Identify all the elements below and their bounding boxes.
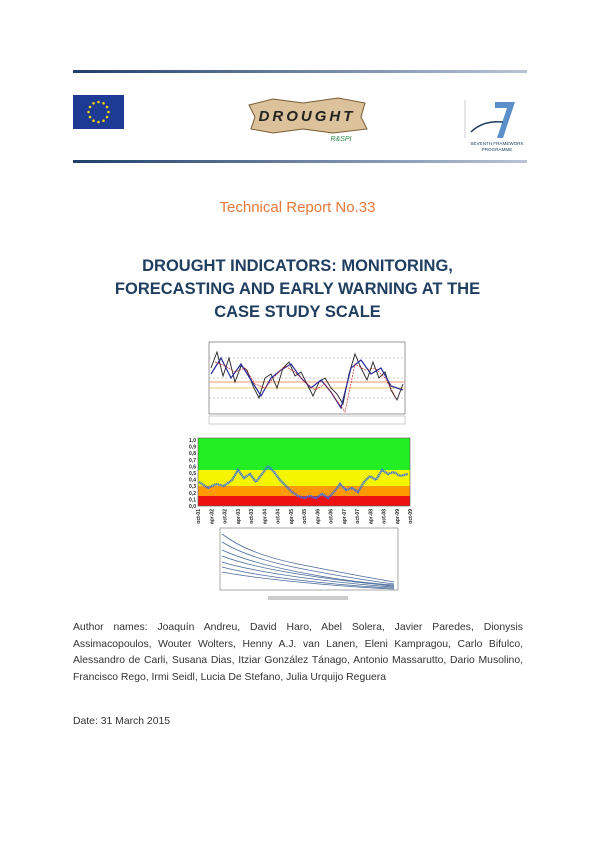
figure-top xyxy=(208,341,406,425)
y-tick-label: 0,2 xyxy=(189,491,196,497)
x-tick-label: apr-04 xyxy=(262,509,268,524)
x-tick-label: oct-05 xyxy=(302,509,308,524)
x-tick-label: apr-02 xyxy=(209,509,215,524)
header-rule xyxy=(73,160,527,163)
x-tick-label: oct-02 xyxy=(223,509,229,524)
y-tick-label: 0,7 xyxy=(189,458,196,464)
authors: Author names: Joaquín Andreu, David Haro… xyxy=(73,622,523,683)
y-tick-label: 1,0 xyxy=(189,438,196,444)
logo-subtext: R&SPI xyxy=(330,136,351,143)
y-tick-label: 0,8 xyxy=(189,451,196,457)
x-tick-label: oct-06 xyxy=(329,509,335,524)
x-tick-label: apr-09 xyxy=(395,509,401,524)
report-number: Technical Report No.33 xyxy=(219,199,376,216)
figure-bottom xyxy=(219,527,399,600)
x-tick-label: oct-03 xyxy=(249,509,255,524)
x-tick-label: oct-09 xyxy=(408,509,412,524)
y-tick-label: 0,9 xyxy=(189,445,196,451)
report-title: DROUGHT INDICATORS: MONITORING, FORECAST… xyxy=(0,255,595,324)
drought-logo: DROUGHT R&SPI xyxy=(248,97,368,143)
y-tick-label: 0,0 xyxy=(189,504,196,510)
x-tick-label: apr-03 xyxy=(236,509,242,524)
programme-line: PROGRAMME xyxy=(482,147,513,152)
x-tick-label: oct-04 xyxy=(276,509,282,524)
logo-text: DROUGHT xyxy=(259,108,356,125)
x-axis-labels: oct-01 apr-02 oct-02 apr-03 oct-03 apr-04 oct-… xyxy=(196,509,412,524)
x-tick-label: apr-07 xyxy=(342,509,348,524)
y-tick-label: 0,5 xyxy=(189,471,196,477)
fp7-logo: SEVENTH FRAMEWORK PROGRAMME xyxy=(464,100,525,152)
eu-flag xyxy=(73,95,124,129)
x-tick-label: oct-01 xyxy=(196,509,202,524)
programme-line: SEVENTH FRAMEWORK xyxy=(470,141,524,146)
x-tick-label: apr-05 xyxy=(289,509,295,524)
y-tick-label: 0,1 xyxy=(189,497,196,503)
y-tick-label: 0,3 xyxy=(189,484,196,490)
y-tick-label: 0,6 xyxy=(189,464,196,470)
title-line: FORECASTING AND EARLY WARNING AT THE xyxy=(114,280,481,298)
title-line: DROUGHT INDICATORS: MONITORING, xyxy=(142,257,453,275)
y-axis-labels: 1,00,90,80,70,60,50,40,30,20,10,0 xyxy=(189,438,196,510)
header-rule xyxy=(73,70,527,73)
x-tick-label: oct-08 xyxy=(382,509,388,524)
x-tick-label: oct-07 xyxy=(355,509,361,524)
date: Date: 31 March 2015 xyxy=(73,716,171,727)
x-tick-label: apr-08 xyxy=(368,509,374,524)
figure-middle: 1,00,90,80,70,60,50,40,30,20,10,0 oct-01… xyxy=(189,437,412,524)
y-tick-label: 0,4 xyxy=(189,478,196,484)
x-tick-label: apr-06 xyxy=(315,509,321,524)
title-line: CASE STUDY SCALE xyxy=(214,303,381,321)
